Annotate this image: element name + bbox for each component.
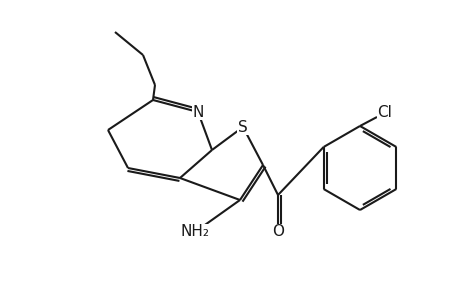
Text: Cl: Cl [377,104,392,119]
Text: NH₂: NH₂ [180,224,209,239]
Text: N: N [192,104,203,119]
Text: S: S [238,119,247,134]
Text: O: O [271,224,283,239]
